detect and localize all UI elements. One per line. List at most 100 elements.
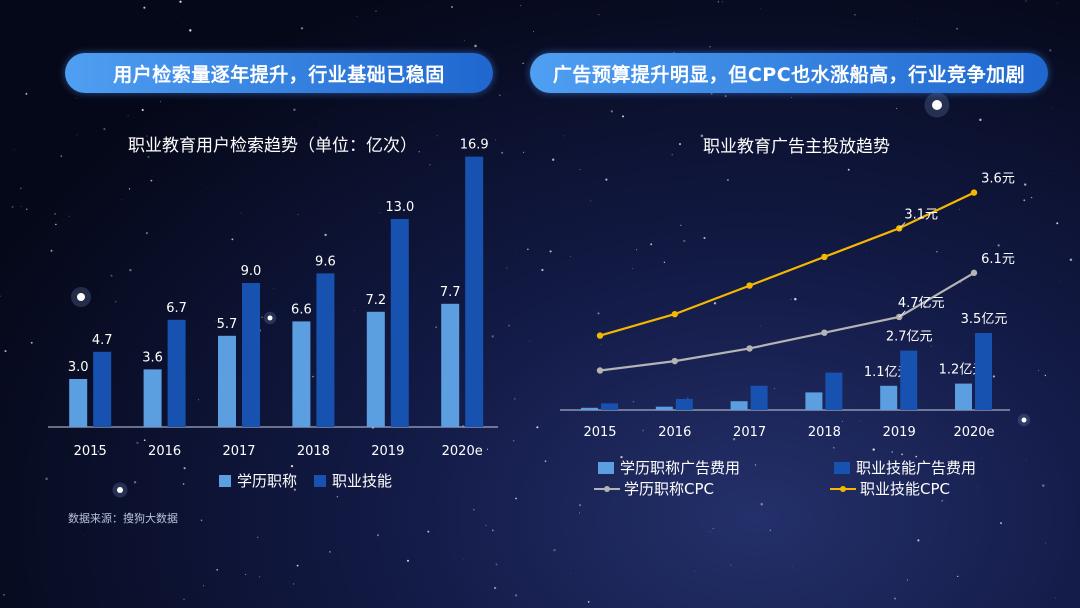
star-dot [726, 178, 729, 181]
star-dot [941, 500, 943, 502]
star-dot [901, 453, 904, 456]
bar [242, 283, 260, 427]
data-label: 13.0 [385, 200, 414, 215]
star-dot [231, 238, 234, 241]
star-dot [499, 94, 501, 96]
star-dot [562, 135, 564, 137]
star-dot [847, 168, 850, 171]
star-dot [143, 439, 146, 442]
right-legend-item-4: 职业技能CPC [830, 478, 950, 499]
data-label: 9.0 [241, 264, 262, 279]
star-dot [293, 488, 296, 491]
star-dot [463, 40, 465, 42]
data-label: 3.6元 [981, 172, 1015, 187]
star-dot [83, 535, 84, 536]
star-dot [145, 232, 148, 235]
bar [975, 333, 992, 410]
star-dot [514, 398, 516, 400]
data-label: 3.5亿元 [961, 312, 1008, 327]
star-dot [999, 522, 1003, 525]
star-dot [60, 155, 63, 157]
star-dot [491, 529, 494, 532]
star-dot [854, 14, 856, 16]
right-chart-title: 职业教育广告主投放趋势 [703, 137, 890, 157]
star-dot [30, 341, 33, 344]
star-dot [997, 244, 1000, 247]
star-dot [703, 236, 706, 240]
star-dot [773, 388, 775, 390]
star-dot [579, 169, 581, 171]
star-dot [536, 426, 539, 429]
search-trend-bar-chart: 2015 3.04.7 2016 3.6 6.7 2017 5.7 9.0 2018 6.6 9.6… [48, 156, 498, 459]
line-point [746, 282, 753, 289]
banner-left: 用户检索量逐年提升，行业基础已稳固 [65, 53, 493, 93]
star-dot [1044, 374, 1047, 377]
star-dot [917, 539, 920, 542]
bar [900, 350, 918, 410]
legend-label: 职业技能CPC [860, 480, 950, 498]
legend-label: 学历职称广告费用 [620, 459, 741, 477]
star-dot [760, 502, 764, 506]
star-dot [215, 320, 217, 322]
star-dot [143, 6, 146, 9]
star-bright [1021, 417, 1027, 423]
star-dot [25, 92, 28, 95]
star-dot [636, 249, 638, 251]
star-dot [252, 149, 255, 151]
star-dot [709, 530, 711, 532]
star-dot [769, 529, 771, 531]
star-dot [300, 27, 304, 30]
line-point [821, 329, 828, 336]
star-dot [683, 239, 686, 243]
data-label: 7.7 [440, 285, 461, 300]
star-dot [794, 297, 797, 301]
star-dot [183, 467, 186, 470]
star-dot [256, 536, 259, 539]
star-dot [324, 233, 327, 237]
star-dot [292, 583, 295, 585]
data-label: 3.1元 [904, 207, 938, 222]
star-dot [790, 298, 792, 300]
star-dot [958, 208, 960, 210]
star-dot [284, 142, 287, 145]
line-point [821, 253, 828, 261]
star-dot [495, 139, 497, 141]
x-tick-label: 2015 [583, 425, 616, 440]
star-dot [25, 208, 28, 211]
star-dot [451, 6, 453, 8]
star-dot [200, 519, 203, 522]
star-dot [388, 151, 390, 153]
star-dot [4, 350, 7, 353]
star-dot [587, 601, 590, 603]
star-dot [296, 564, 299, 567]
x-tick-label: 2020e [953, 425, 994, 440]
star-dot [128, 188, 131, 190]
star-dot [673, 51, 675, 54]
star-dot [216, 568, 219, 571]
star-dot [19, 187, 22, 190]
x-tick-label: 2016 [148, 444, 181, 459]
star-dot [732, 437, 736, 441]
star-dot [791, 97, 792, 98]
data-label: 3.0 [68, 360, 89, 375]
star-dot [552, 158, 555, 161]
bar [955, 383, 972, 410]
banner-right-text: 广告预算提升明显，但CPC也水涨船高，行业竞争加剧 [552, 63, 1026, 86]
star-dot [115, 301, 117, 303]
star-dot [760, 325, 762, 327]
star-dot [501, 151, 504, 154]
star-dot [650, 243, 653, 246]
star-dot [730, 564, 732, 566]
star-dot [923, 306, 927, 309]
star-dot [981, 457, 983, 459]
bar [730, 401, 748, 410]
star-dot [329, 551, 331, 553]
star-dot [183, 598, 185, 600]
bar [465, 156, 484, 427]
star-dot [11, 205, 14, 208]
star-dot [579, 512, 581, 514]
star-dot [267, 293, 269, 294]
legend-label: 职业技能广告费用 [856, 459, 977, 477]
star-dot [141, 108, 144, 112]
